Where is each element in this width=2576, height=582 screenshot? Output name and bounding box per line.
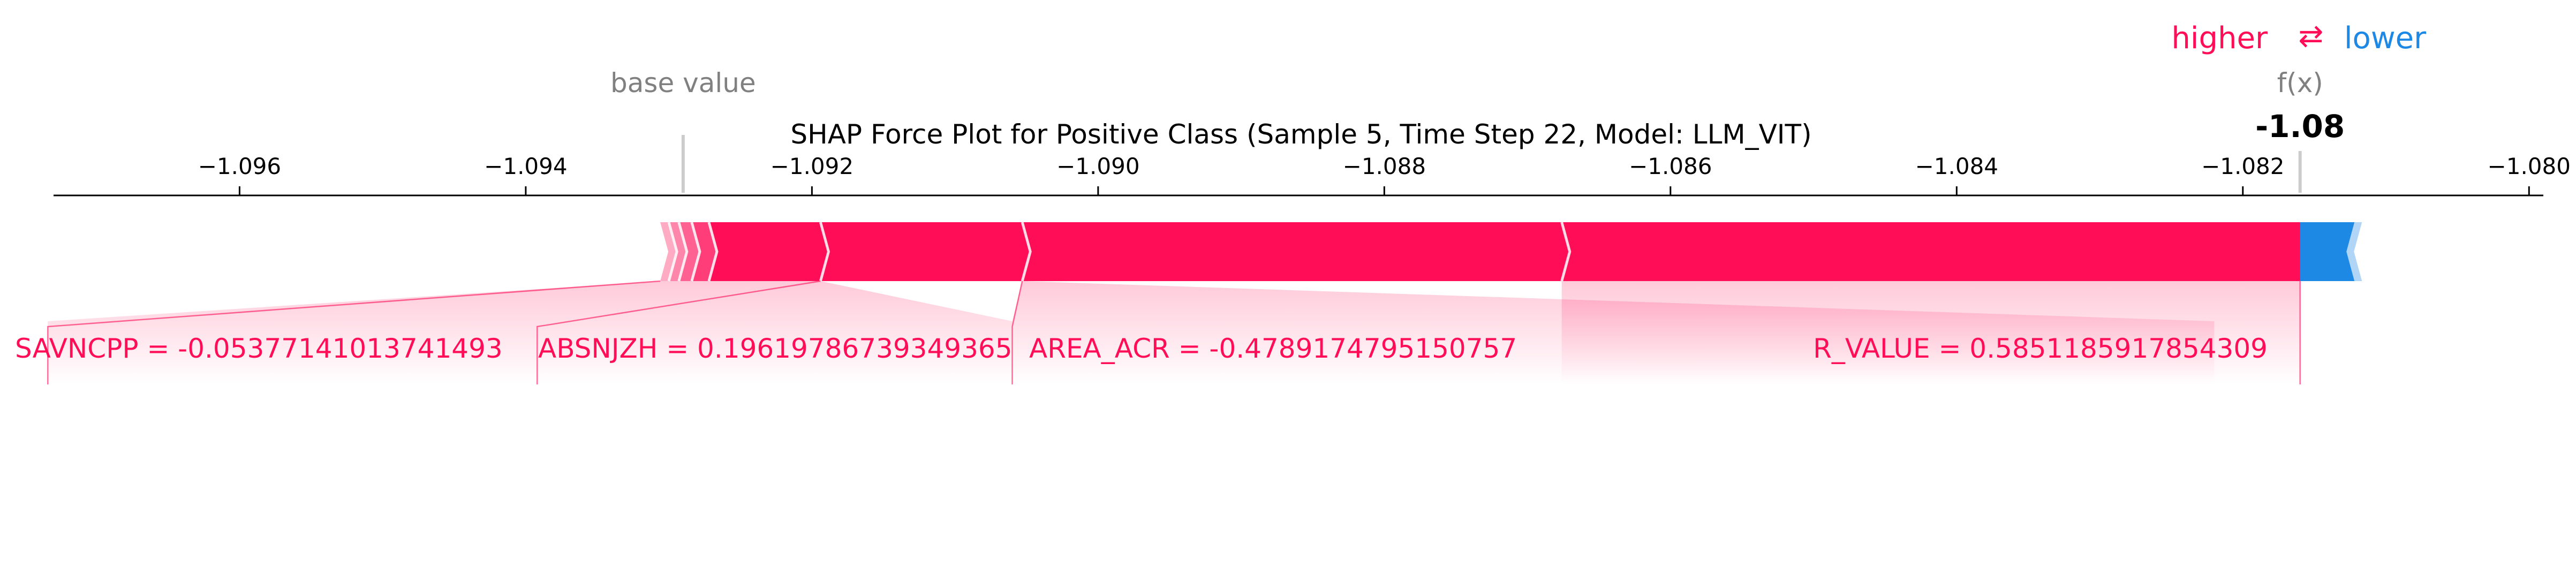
feature-label-3: R_VALUE = 0.5851185917854309 (1813, 333, 2268, 364)
force-bars (660, 222, 2362, 282)
negative-segment-0 (2300, 222, 2355, 281)
positive-segment-5 (820, 222, 1031, 281)
positive-separator-6 (1021, 222, 1032, 282)
connector-1 (537, 280, 821, 384)
x-tick-label-4: −1.088 (1343, 153, 1426, 179)
x-tick-label-3: −1.090 (1056, 153, 1139, 179)
feature-label-1: ABSNJZH = 0.19619786739349365 (538, 333, 1013, 364)
positive-separator-1 (667, 222, 678, 282)
positive-separator-3 (690, 222, 701, 282)
x-axis-ticks: −1.096 −1.094 −1.092 −1.090 −1.088 −1.086 −1.0… (198, 153, 2571, 195)
positive-segment-7 (1561, 222, 2308, 281)
positive-separator-5 (819, 222, 830, 282)
x-tick-label-2: −1.092 (770, 153, 853, 179)
positive-segment-6 (1022, 222, 1570, 281)
x-tick-label-8: −1.080 (2488, 153, 2571, 179)
legend-higher-label: higher (2171, 21, 2268, 56)
x-tick-label-7: −1.082 (2201, 153, 2284, 179)
chart-title: SHAP Force Plot for Positive Class (Samp… (790, 119, 1811, 150)
legend-arrow-icon: ⇄ (2299, 19, 2324, 54)
output-value: -1.08 (2255, 108, 2345, 145)
output-value-label: f(x) (2277, 67, 2323, 99)
x-tick-label-0: −1.096 (198, 153, 281, 179)
positive-separator-2 (677, 222, 689, 282)
legend-lower-label: lower (2344, 21, 2427, 56)
feature-labels: SAVNCPP = -0.05377141013741493 ABSNJZH = … (15, 333, 2268, 364)
positive-segment-4 (708, 222, 829, 281)
feature-label-2: AREA_ACR = -0.4789174795150757 (1029, 333, 1517, 364)
feature-fade-3 (1561, 281, 2300, 384)
base-value-label: base value (610, 67, 756, 99)
feature-label-0: SAVNCPP = -0.05377141013741493 (15, 333, 503, 364)
label-connectors (47, 280, 2301, 384)
positive-separator-4 (707, 222, 719, 282)
x-tick-label-5: −1.086 (1629, 153, 1712, 179)
connector-0 (47, 280, 661, 384)
feature-fade-0 (48, 281, 821, 384)
connector-2 (1011, 281, 1023, 384)
x-tick-label-6: −1.084 (1915, 153, 1998, 179)
positive-separator-7 (1560, 222, 1572, 282)
negative-segment-tail-0 (2346, 222, 2362, 281)
positive-segment-3 (691, 222, 717, 281)
x-tick-label-1: −1.094 (484, 153, 567, 179)
